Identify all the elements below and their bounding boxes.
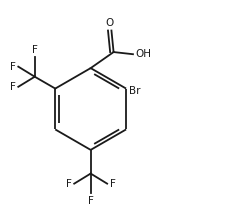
Text: F: F [32, 44, 38, 54]
Text: F: F [10, 82, 16, 92]
Text: F: F [110, 179, 116, 189]
Text: OH: OH [136, 49, 151, 59]
Text: O: O [106, 18, 114, 28]
Text: F: F [10, 62, 16, 72]
Text: F: F [65, 179, 71, 189]
Text: F: F [88, 196, 94, 206]
Text: Br: Br [129, 86, 140, 96]
